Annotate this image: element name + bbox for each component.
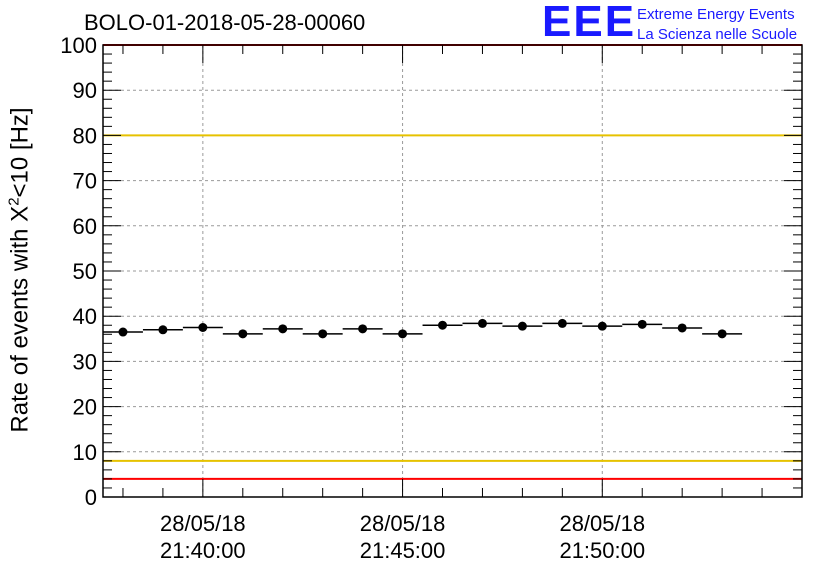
axis-ticks [103,44,803,498]
data-point [198,323,208,332]
y-axis-label-superscript: 2 [5,197,23,206]
tick-labels: 010203040506070809010028/05/1821:40:0028… [60,33,645,563]
data-point [557,318,567,328]
data-point [717,329,727,339]
data-point [637,319,647,329]
x-tick-label-time: 21:40:00 [160,538,246,563]
y-tick-label: 30 [73,349,97,374]
y-tick-label: 100 [60,33,97,58]
logo-line-2: La Scienza nelle Scuole [637,26,798,43]
y-axis-label-prefix: Rate of events with X [6,205,34,433]
y-axis-label: Rate of events with X2<10 [Hz] [6,107,35,432]
x-tick-label-time: 21:50:00 [559,538,645,563]
data-point [398,329,408,339]
y-tick-label: 40 [73,304,97,329]
y-axis-label-suffix: <10 [Hz] [6,107,34,198]
x-tick-label-date: 28/05/18 [559,511,645,536]
data-point [438,320,448,330]
data-point [477,318,487,328]
data-point [158,325,168,335]
data-point [318,329,328,339]
reference-lines [103,44,802,480]
data-point [238,329,248,339]
y-tick-label: 50 [73,259,97,284]
logo-mark: EEE [542,0,637,46]
y-tick-label: 20 [73,395,97,420]
data-point [358,324,368,334]
data-point [597,321,607,331]
y-tick-label: 90 [73,78,97,103]
y-tick-label: 80 [73,123,97,148]
data-point [677,323,687,333]
grid-lines [103,45,802,497]
x-tick-label-date: 28/05/18 [360,511,446,536]
y-tick-label: 70 [73,169,97,194]
run-title: BOLO-01-2018-05-28-00060 [84,10,366,35]
x-tick-label-time: 21:45:00 [360,538,446,563]
y-tick-label: 10 [73,440,97,465]
data-series [103,318,743,339]
data-point [517,321,527,331]
x-tick-label-date: 28/05/18 [160,511,246,536]
data-point [278,324,288,334]
data-point [118,327,128,337]
y-tick-label: 60 [73,214,97,239]
eee-logo: EEE Extreme Energy Events La Scienza nel… [542,0,832,46]
y-tick-label: 0 [85,485,97,510]
logo-line-1: Extreme Energy Events [637,6,795,23]
